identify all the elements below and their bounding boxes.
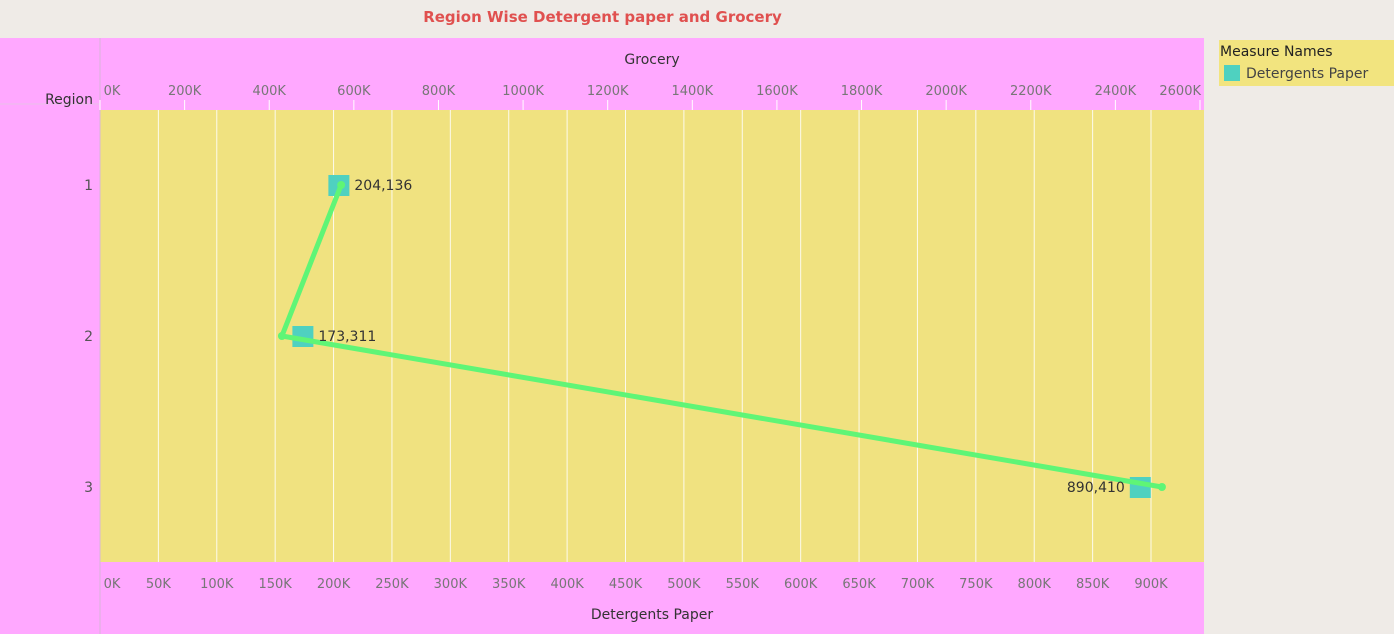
bottom-tick-label: 350K — [492, 577, 526, 592]
chart-marks: 204,136 173,311 890,410 — [277, 175, 1166, 498]
row-header-band — [0, 110, 100, 562]
legend-title: Measure Names — [1220, 44, 1333, 60]
top-tick-label: 600K — [337, 84, 371, 99]
top-tick-label: 2600K — [1159, 84, 1201, 99]
top-axis-label: Grocery — [624, 52, 679, 68]
region-label: 2 — [84, 329, 93, 345]
region-label: 1 — [84, 178, 93, 194]
top-tick-label: 400K — [253, 84, 287, 99]
bottom-tick-label: 300K — [434, 577, 468, 592]
bottom-tick-label: 50K — [146, 577, 172, 592]
bottom-tick-label: 400K — [550, 577, 584, 592]
top-tick-label: 2000K — [925, 84, 967, 99]
data-label: 204,136 — [354, 178, 412, 194]
top-tick-label: 2400K — [1095, 84, 1137, 99]
top-tick-label: 800K — [422, 84, 456, 99]
chart-title: Region Wise Detergent paper and Grocery — [423, 8, 782, 26]
grocery-point — [1157, 483, 1166, 491]
top-tick-label: 200K — [168, 84, 202, 99]
bottom-tick-label: 800K — [1018, 577, 1052, 592]
top-tick-label: 1400K — [672, 84, 714, 99]
top-tick-label: 1800K — [841, 84, 883, 99]
data-label: 173,311 — [318, 329, 376, 345]
bottom-axis-label: Detergents Paper — [591, 607, 714, 623]
bottom-tick-label: 500K — [667, 577, 701, 592]
top-tick-label: 1600K — [756, 84, 798, 99]
bottom-tick-label: 600K — [784, 577, 818, 592]
data-label: 890,410 — [1067, 480, 1125, 496]
legend-swatch — [1224, 65, 1240, 81]
grocery-point — [337, 181, 346, 189]
bottom-tick-label: 850K — [1076, 577, 1110, 592]
plot-area — [100, 110, 1204, 562]
top-tick-label: 1000K — [502, 84, 544, 99]
top-axis-ticks: 0K 200K 400K 600K 800K 1000K 1200K 1400K 1600K 18… — [99, 84, 1201, 110]
top-header-band — [0, 38, 1204, 110]
bottom-tick-label: 900K — [1134, 577, 1168, 592]
top-tick-label: 2200K — [1010, 84, 1052, 99]
bottom-tick-label: 250K — [375, 577, 409, 592]
bottom-tick-label: 700K — [901, 577, 935, 592]
top-tick-label: 1200K — [587, 84, 629, 99]
bottom-tick-label: 550K — [726, 577, 760, 592]
bottom-header-band — [0, 562, 1204, 634]
bottom-tick-label: 650K — [842, 577, 876, 592]
bottom-tick-label: 150K — [258, 577, 292, 592]
legend-item-label[interactable]: Detergents Paper — [1246, 66, 1369, 82]
top-tick-label: 0K — [104, 84, 121, 99]
row-header-label: Region — [45, 92, 93, 108]
bottom-tick-label: 450K — [609, 577, 643, 592]
bottom-tick-label: 100K — [200, 577, 234, 592]
bottom-tick-label: 750K — [959, 577, 993, 592]
bottom-tick-label: 0K — [104, 577, 121, 592]
legend[interactable]: Measure Names Detergents Paper — [1219, 40, 1394, 86]
grocery-point — [277, 332, 286, 340]
region-labels: 1 2 3 — [84, 178, 93, 496]
region-label: 3 — [84, 480, 93, 496]
bottom-tick-label: 200K — [317, 577, 351, 592]
bottom-axis-ticks: 0K 50K 100K 150K 200K 250K 300K 350K 400K 450K 500… — [104, 577, 1169, 592]
